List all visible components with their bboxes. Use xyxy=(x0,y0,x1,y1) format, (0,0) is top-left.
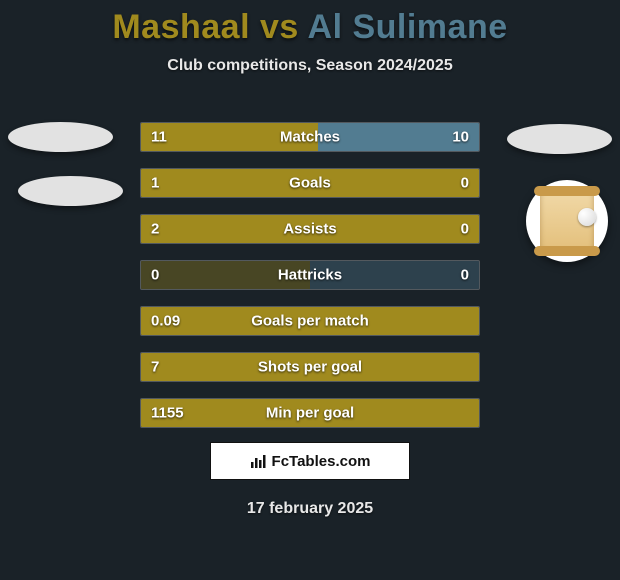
stat-row-matches: 11 10 Matches xyxy=(140,122,480,152)
player2-name: Al Sulimane xyxy=(308,8,508,46)
player1-badge-placeholder-2 xyxy=(18,176,123,206)
stat-value-left: 2 xyxy=(151,221,159,238)
stat-row-shots-per-goal: 7 Shots per goal xyxy=(140,352,480,382)
stat-label: Shots per goal xyxy=(258,359,362,376)
scroll-icon xyxy=(540,190,594,252)
player2-badge-placeholder xyxy=(507,124,612,154)
vs-word: vs xyxy=(260,8,299,46)
stat-label: Matches xyxy=(280,129,340,146)
comparison-title: Mashaal vs Al Sulimane xyxy=(0,0,620,47)
stat-value-left: 0.09 xyxy=(151,313,180,330)
player1-badge-placeholder-1 xyxy=(8,122,113,152)
stat-value-right: 10 xyxy=(452,129,469,146)
subtitle: Club competitions, Season 2024/2025 xyxy=(0,57,620,75)
stat-row-hattricks: 0 0 Hattricks xyxy=(140,260,480,290)
stat-value-left: 1155 xyxy=(151,405,184,422)
bar-chart-icon xyxy=(250,453,266,469)
ball-icon xyxy=(578,208,596,226)
stat-row-assists: 2 0 Assists xyxy=(140,214,480,244)
player1-name: Mashaal xyxy=(112,8,250,46)
stat-label: Goals xyxy=(289,175,331,192)
stat-value-left: 1 xyxy=(151,175,159,192)
stat-value-left: 0 xyxy=(151,267,159,284)
stat-value-right: 0 xyxy=(461,221,469,238)
brand-text: FcTables.com xyxy=(272,453,371,470)
stat-label: Assists xyxy=(283,221,336,238)
stat-bars: 1110Matches10Goals20Assists00Hattricks0.… xyxy=(140,122,480,444)
stat-label: Goals per match xyxy=(251,313,369,330)
stat-value-left: 11 xyxy=(151,129,167,146)
date-line: 17 february 2025 xyxy=(0,500,620,518)
stat-row-goals-per-match: 0.09 Goals per match xyxy=(140,306,480,336)
stat-value-right: 0 xyxy=(461,267,469,284)
stat-row-min-per-goal: 1155 Min per goal xyxy=(140,398,480,428)
stat-label: Min per goal xyxy=(266,405,354,422)
player2-avatar xyxy=(526,180,608,262)
stat-value-right: 0 xyxy=(461,175,469,192)
stat-label: Hattricks xyxy=(278,267,342,284)
stat-row-goals: 1 0 Goals xyxy=(140,168,480,198)
brand-footer[interactable]: FcTables.com xyxy=(210,442,410,480)
stat-value-left: 7 xyxy=(151,359,159,376)
